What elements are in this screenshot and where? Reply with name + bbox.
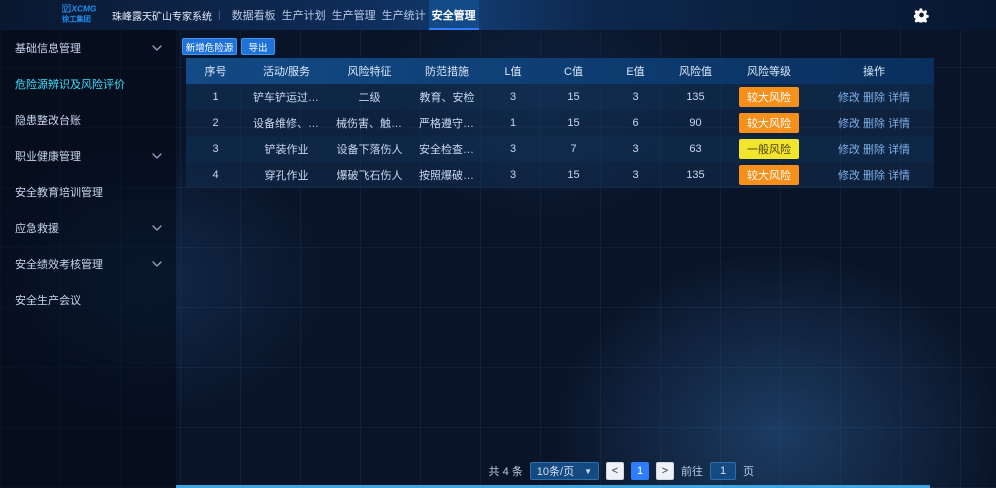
svg-text:XCMG: XCMG [71,4,97,14]
svg-text:徐工集团: 徐工集团 [62,15,91,24]
